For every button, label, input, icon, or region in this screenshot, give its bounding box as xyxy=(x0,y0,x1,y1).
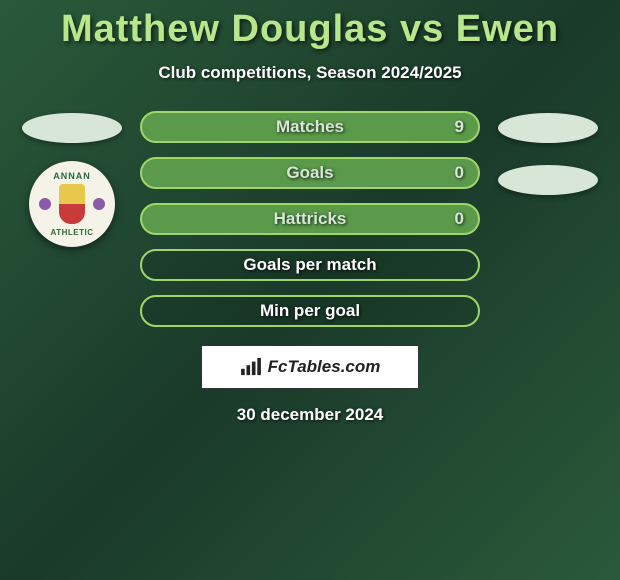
club-placeholder-oval xyxy=(498,165,598,195)
player-placeholder-oval xyxy=(498,113,598,143)
thistle-icon xyxy=(39,198,51,210)
club-badge-annan: ANNAN ATHLETIC xyxy=(29,161,115,247)
stat-value: 0 xyxy=(455,163,464,183)
stat-bars: Matches 9 Goals 0 Hattricks 0 Goals per … xyxy=(140,111,480,327)
left-player-column: ANNAN ATHLETIC xyxy=(22,111,122,247)
right-player-column xyxy=(498,111,598,195)
stat-label: Goals per match xyxy=(243,255,376,275)
stat-bar-goals: Goals 0 xyxy=(140,157,480,189)
bar-chart-icon xyxy=(240,358,262,376)
snapshot-date: 30 december 2024 xyxy=(0,405,620,425)
thistle-icon xyxy=(93,198,105,210)
comparison-card: Matthew Douglas vs Ewen Club competition… xyxy=(0,0,620,425)
player-placeholder-oval xyxy=(22,113,122,143)
stat-bar-matches: Matches 9 xyxy=(140,111,480,143)
brand-logo-box[interactable]: FcTables.com xyxy=(201,345,419,389)
stat-label: Min per goal xyxy=(260,301,360,321)
main-area: ANNAN ATHLETIC Matches 9 Goals 0 Hattric… xyxy=(0,111,620,327)
stat-label: Hattricks xyxy=(274,209,347,229)
stat-label: Goals xyxy=(286,163,333,183)
shield-icon xyxy=(59,184,85,224)
stat-value: 0 xyxy=(455,209,464,229)
stat-label: Matches xyxy=(276,117,344,137)
badge-text-top: ANNAN xyxy=(53,171,91,181)
stat-bar-hattricks: Hattricks 0 xyxy=(140,203,480,235)
stat-bar-goals-per-match: Goals per match xyxy=(140,249,480,281)
brand-name: FcTables.com xyxy=(268,357,381,377)
badge-text-bottom: ATHLETIC xyxy=(51,228,94,237)
page-title: Matthew Douglas vs Ewen xyxy=(0,8,620,51)
club-badge-inner: ANNAN ATHLETIC xyxy=(37,169,107,239)
stat-value: 9 xyxy=(455,117,464,137)
season-subtitle: Club competitions, Season 2024/2025 xyxy=(0,63,620,83)
stat-bar-min-per-goal: Min per goal xyxy=(140,295,480,327)
